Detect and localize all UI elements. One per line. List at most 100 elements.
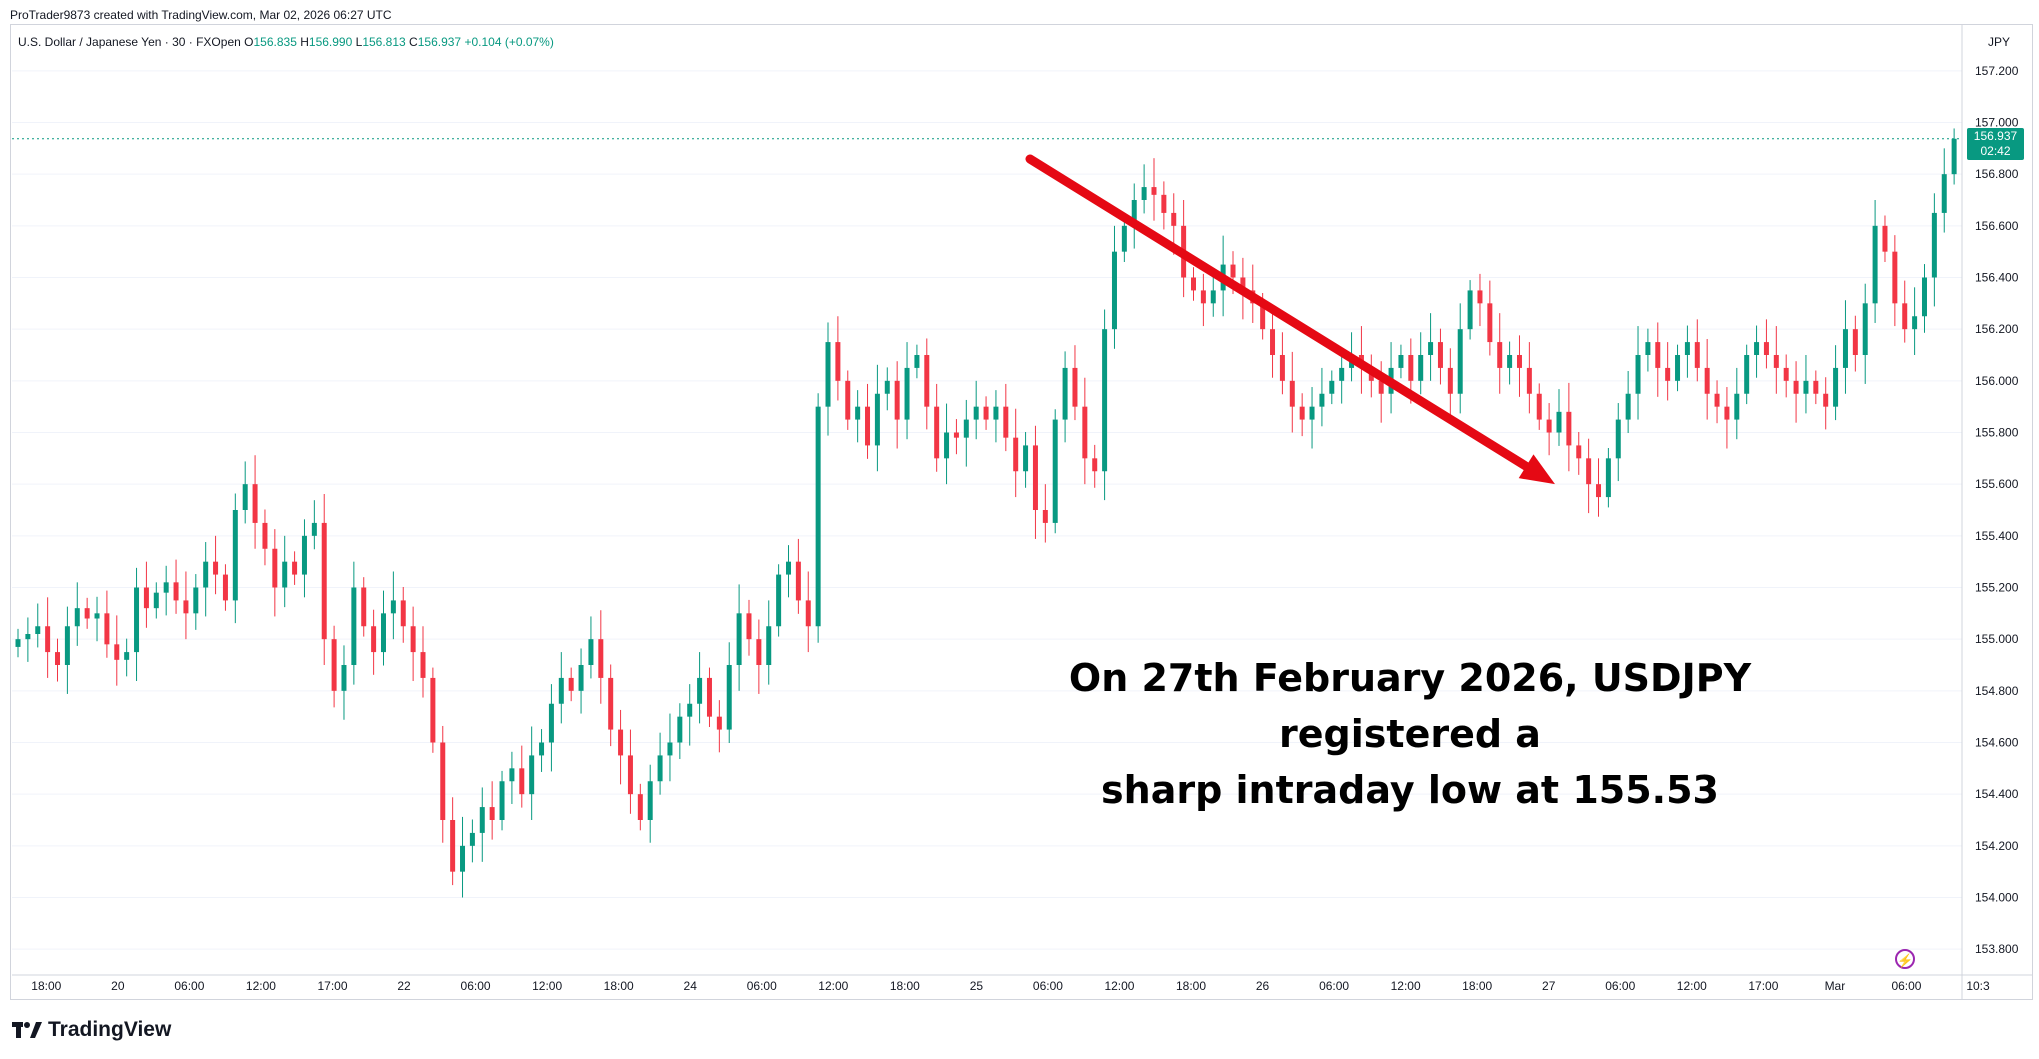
candle-body: [1240, 277, 1246, 291]
candle-body: [1803, 380, 1809, 394]
candle-body: [706, 677, 712, 717]
candle-body: [874, 393, 880, 446]
price-tick-label: 154.200: [1975, 839, 2019, 853]
candle-body: [1398, 355, 1404, 368]
time-tick-label: 06:00: [174, 979, 204, 993]
candle-body: [1665, 367, 1671, 381]
candle-body: [183, 600, 189, 614]
candle-body: [94, 613, 100, 619]
candle-body: [776, 574, 782, 627]
candle-body: [331, 639, 337, 691]
candle-body: [1615, 419, 1621, 459]
candle-body: [973, 406, 979, 420]
price-tick-label: 155.000: [1975, 632, 2019, 646]
candle-body: [1141, 187, 1147, 200]
candle-body: [1704, 367, 1710, 394]
candle-body: [1082, 406, 1088, 459]
candle-body: [1111, 251, 1117, 330]
candle-body: [45, 626, 51, 653]
candle-body: [222, 574, 228, 601]
candle-body: [795, 561, 801, 601]
candle-body: [74, 608, 80, 627]
candle-body: [410, 626, 416, 653]
candle-body: [213, 561, 219, 575]
candle-body: [134, 587, 140, 653]
candle-body: [1566, 411, 1572, 446]
open-label: O: [244, 35, 254, 49]
candle-body: [1437, 342, 1443, 368]
candle-body: [1912, 316, 1918, 330]
time-tick-label: 25: [970, 979, 984, 993]
candle-body: [420, 652, 426, 678]
time-tick-label: 24: [684, 979, 698, 993]
price-tick-label: 154.600: [1975, 736, 2019, 750]
candle-body: [1418, 355, 1424, 381]
candle-body: [1230, 264, 1236, 278]
tradingview-logo[interactable]: TradingView: [12, 1018, 171, 1042]
candle-body: [361, 587, 367, 627]
candle-body: [341, 665, 347, 691]
time-tick-label: 12:00: [532, 979, 562, 993]
price-tick-label: 156.600: [1975, 219, 2019, 233]
candle-body: [756, 639, 762, 665]
candle-body: [25, 634, 31, 640]
candle-body: [1872, 225, 1878, 304]
candle-body: [1576, 445, 1582, 459]
candle-body: [667, 742, 673, 756]
time-tick-label: 06:00: [461, 979, 491, 993]
time-tick-label: 18:00: [1176, 979, 1206, 993]
candle-body: [252, 484, 258, 523]
candle-body: [1171, 212, 1177, 226]
candle-body: [519, 768, 525, 795]
time-tick-label: 26: [1256, 979, 1270, 993]
candle-body: [460, 845, 466, 872]
candle-body: [558, 677, 564, 704]
candle-body: [400, 600, 406, 627]
candle-body: [1852, 329, 1858, 355]
annotation-arrow: [1025, 154, 1555, 485]
candle-body: [1200, 290, 1206, 304]
candle-body: [983, 406, 989, 420]
candle-body: [1092, 458, 1098, 472]
candle-body: [1823, 393, 1829, 407]
time-tick-label: 06:00: [1891, 979, 1921, 993]
time-tick-label: 27: [1542, 979, 1556, 993]
candle-body: [203, 561, 209, 588]
time-tick-label: 12:00: [246, 979, 276, 993]
candles: [15, 128, 1957, 898]
candle-body: [282, 561, 288, 588]
currency-label[interactable]: JPY: [1987, 35, 2010, 49]
candle-body: [618, 729, 624, 756]
candle-body: [865, 406, 871, 446]
author-line: ProTrader9873 created with TradingView.c…: [10, 8, 392, 22]
candle-body: [1605, 458, 1611, 498]
candle-body: [1684, 342, 1690, 355]
candle-body: [380, 613, 386, 653]
candle-body: [1279, 355, 1285, 381]
candle-body: [1408, 355, 1414, 381]
candle-body: [1467, 290, 1473, 330]
price-tick-label: 155.600: [1975, 477, 2019, 491]
last-price-value: 156.937: [1973, 128, 2018, 143]
candle-body: [1210, 290, 1216, 304]
close-value: 156.937: [417, 35, 462, 49]
candle-body: [84, 608, 90, 619]
price-tick-label: 155.200: [1975, 581, 2019, 595]
candle-body: [1536, 393, 1542, 420]
symbol-legend[interactable]: U.S. Dollar / Japanese Yen · 30 · FXOpen…: [18, 35, 554, 49]
time-tick-label: 18:00: [31, 979, 61, 993]
time-tick-label: 06:00: [1033, 979, 1063, 993]
candle-body: [1289, 380, 1295, 407]
candle-body: [1299, 406, 1305, 420]
annotation-line-1: On 27th February 2026, USDJPY registered…: [1068, 656, 1752, 756]
candle-body: [64, 626, 70, 665]
lightning-icon[interactable]: ⚡: [1895, 949, 1915, 969]
candle-body: [1023, 445, 1029, 472]
candle-body: [578, 665, 584, 691]
candle-body: [499, 781, 505, 820]
candle-body: [430, 677, 436, 743]
candle-body: [1319, 393, 1325, 407]
candle-body: [469, 832, 475, 846]
time-tick-label: 12:00: [1677, 979, 1707, 993]
